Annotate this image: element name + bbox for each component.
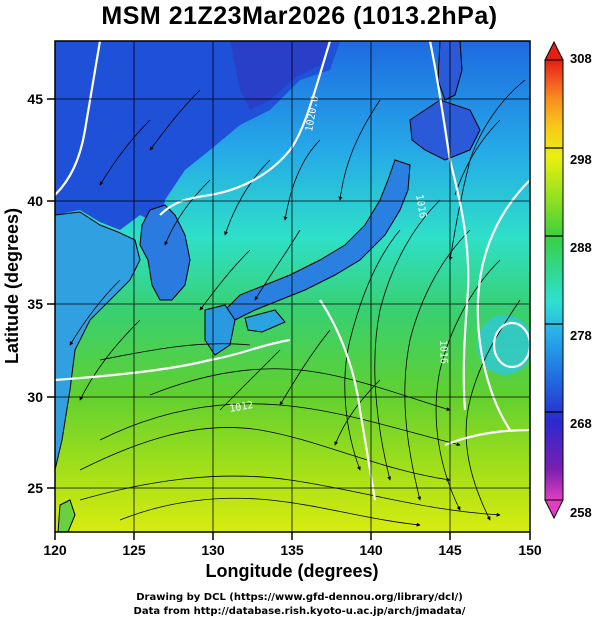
contour-label-3: 1016 — [437, 340, 449, 364]
lat-lon-grid — [55, 41, 530, 532]
y-tick-label: 25 — [27, 480, 43, 496]
colorbar-tick-label: 278 — [570, 328, 592, 343]
colorbar-tick-label: 308 — [570, 51, 592, 66]
colorbar-min-arrow — [544, 499, 564, 520]
colorbar-tick-label: 298 — [570, 152, 592, 167]
credit-drawing: Drawing by DCL (https://www.gfd-dennou.o… — [136, 592, 463, 603]
y-tick-label: 30 — [27, 389, 43, 405]
land-cold-core — [230, 41, 330, 110]
contour-label-2: 1016 — [413, 194, 428, 220]
x-axis — [54, 532, 531, 540]
y-axis — [47, 98, 55, 489]
land-shikoku — [244, 309, 286, 333]
colorbar-tick-label: 258 — [570, 505, 592, 520]
colorbar-tick-label: 268 — [570, 416, 592, 431]
x-tick-label: 130 — [201, 542, 225, 558]
map-title: MSM 21Z23Mar2026 (1013.2hPa) — [101, 2, 498, 30]
colorbar-tick-label: 288 — [570, 240, 592, 255]
y-tick-label: 35 — [27, 296, 43, 312]
cool-eddy — [477, 315, 530, 375]
y-axis-label: Latitude (degrees) — [2, 208, 22, 364]
land-korea — [139, 204, 191, 301]
land-kyushu — [204, 304, 236, 356]
credit-data-source: Data from http://database.rish.kyoto-u.a… — [133, 606, 466, 617]
y-tick-label: 45 — [27, 91, 43, 107]
x-axis-label: Longitude (degrees) — [205, 561, 378, 581]
x-tick-label: 140 — [359, 542, 383, 558]
x-tick-label: 145 — [438, 542, 462, 558]
wind-streamlines — [69, 79, 526, 527]
land-china-coast — [55, 211, 141, 471]
contour-label-4: 1012 — [229, 400, 255, 415]
x-tick-label: 125 — [122, 542, 146, 558]
y-tick-label: 40 — [27, 193, 43, 209]
colorbar-max-arrow — [544, 40, 564, 61]
x-tick-label: 120 — [43, 542, 67, 558]
land-taiwan — [57, 499, 76, 532]
x-tick-label: 150 — [518, 542, 542, 558]
plot-area: 1020.0 1016 1016 1012 — [55, 41, 530, 532]
x-tick-label: 135 — [280, 542, 304, 558]
colorbar — [544, 40, 564, 520]
